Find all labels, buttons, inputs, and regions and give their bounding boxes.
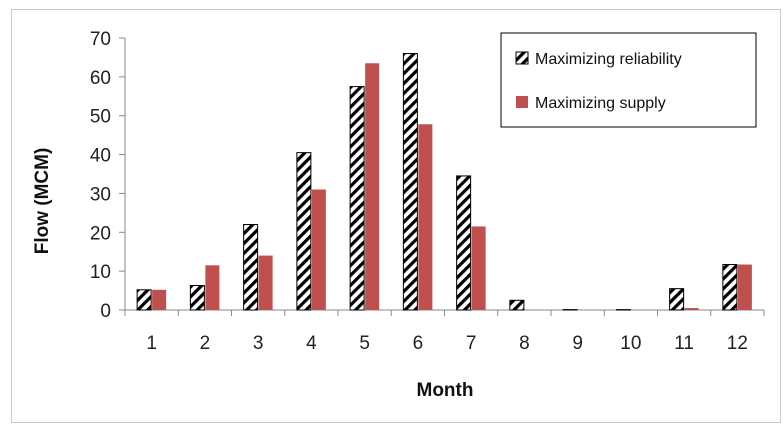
x-tick-label: 1: [146, 333, 157, 354]
x-tick-label: 4: [306, 333, 317, 354]
x-tick-label: 6: [413, 333, 424, 354]
bar-maximizing-supply: [205, 265, 220, 310]
bar-maximizing-supply: [684, 308, 699, 310]
y-tick-label: 0: [100, 301, 111, 322]
y-tick-label: 10: [90, 262, 111, 283]
x-tick-label: 9: [572, 333, 583, 354]
y-tick-label: 30: [90, 184, 111, 205]
y-tick-label: 70: [90, 29, 111, 50]
x-tick-label: 10: [620, 333, 641, 354]
x-axis-title: Month: [417, 380, 474, 401]
x-tick-label: 8: [519, 333, 530, 354]
y-tick-label: 50: [90, 107, 111, 128]
bar-maximizing-reliability: [722, 264, 738, 311]
bar-maximizing-reliability: [456, 175, 472, 311]
y-tick-label: 60: [90, 68, 111, 89]
bar-maximizing-supply: [311, 189, 326, 310]
bar-maximizing-supply: [152, 289, 167, 310]
bar-maximizing-supply: [365, 63, 380, 310]
x-tick-label: 12: [727, 333, 748, 354]
bar-maximizing-reliability: [349, 86, 365, 311]
bar-maximizing-reliability: [402, 53, 418, 311]
bar-maximizing-reliability: [669, 288, 685, 311]
x-tick-label: 3: [253, 333, 264, 354]
x-tick-label: 7: [466, 333, 477, 354]
legend: Maximizing reliability Maximizing supply: [500, 32, 757, 128]
bar-maximizing-reliability: [296, 152, 312, 311]
x-tick-label: 5: [359, 333, 370, 354]
legend-label-reliability: Maximizing reliability: [535, 51, 682, 68]
bar-maximizing-reliability: [509, 299, 525, 311]
y-tick-label: 40: [90, 146, 111, 167]
legend-swatch-supply: [516, 96, 528, 108]
bar-maximizing-supply: [737, 264, 752, 310]
bar-maximizing-supply: [258, 255, 273, 310]
legend-box: [500, 32, 757, 128]
legend-label-supply: Maximizing supply: [535, 95, 666, 112]
x-tick-label: 2: [200, 333, 211, 354]
y-tick-label: 20: [90, 223, 111, 244]
x-tick-label: 11: [674, 333, 694, 354]
bars: [136, 53, 752, 311]
legend-swatch-reliability: [515, 51, 529, 65]
y-axis-title: Flow (MCM): [32, 148, 53, 255]
bar-maximizing-reliability: [136, 289, 152, 311]
bar-maximizing-reliability: [243, 224, 259, 311]
bar-maximizing-supply: [471, 226, 486, 310]
bar-maximizing-supply: [418, 124, 433, 311]
bar-maximizing-reliability: [189, 285, 205, 311]
axes: [119, 37, 765, 316]
